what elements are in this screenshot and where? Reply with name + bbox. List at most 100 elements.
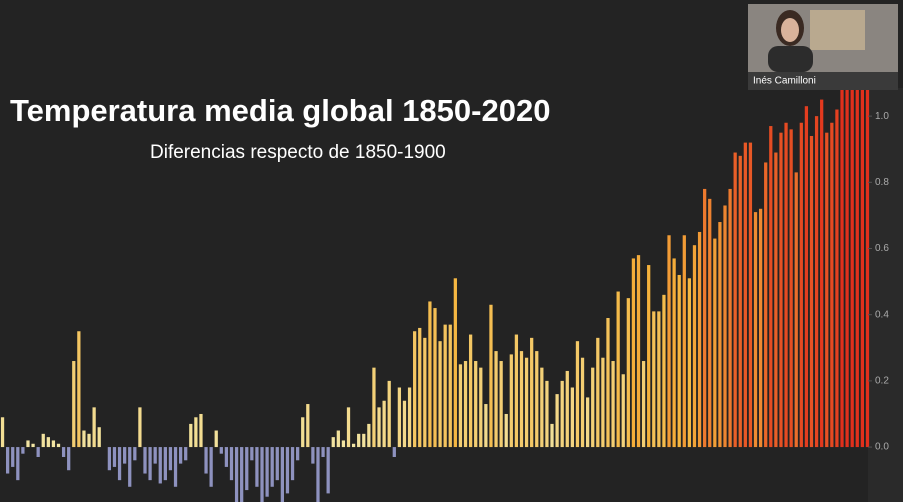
bar xyxy=(107,447,112,471)
bar xyxy=(387,380,391,448)
bar xyxy=(550,423,554,448)
bar xyxy=(621,374,625,448)
bar xyxy=(301,417,305,448)
bar xyxy=(56,443,61,448)
participant-name: Inés Camilloni xyxy=(753,76,816,87)
bar xyxy=(418,327,422,448)
bar xyxy=(214,430,218,448)
axis-strip xyxy=(868,88,903,502)
bar xyxy=(285,447,290,494)
bar xyxy=(509,354,513,448)
bar xyxy=(413,331,417,448)
chart-subtitle: Diferencias respecto de 1850-1900 xyxy=(150,142,446,163)
bar xyxy=(804,106,809,448)
bar xyxy=(667,235,671,448)
bar xyxy=(748,142,753,448)
y-tick-label: 0.4 xyxy=(875,309,889,320)
bar xyxy=(682,235,686,448)
bar xyxy=(229,447,234,481)
bar xyxy=(794,172,798,448)
bar xyxy=(616,291,620,448)
bar xyxy=(708,198,712,448)
bar xyxy=(519,351,524,448)
bar xyxy=(189,423,193,448)
bar xyxy=(382,400,386,448)
bar xyxy=(560,380,564,448)
bar xyxy=(240,447,244,502)
y-tick-label: 1.0 xyxy=(875,111,889,122)
bar xyxy=(168,447,173,471)
bar xyxy=(738,155,742,448)
bar xyxy=(6,447,10,474)
bar xyxy=(718,222,722,448)
bar xyxy=(504,413,508,448)
bar xyxy=(468,334,473,448)
bar xyxy=(840,88,844,448)
bar xyxy=(117,447,122,481)
bar xyxy=(143,447,147,474)
bar xyxy=(835,109,839,448)
bar xyxy=(199,413,203,448)
bar xyxy=(46,437,50,448)
bar xyxy=(448,324,452,448)
bar xyxy=(535,351,539,448)
bar xyxy=(275,447,279,481)
bar xyxy=(484,404,488,448)
bookshelf xyxy=(810,10,865,50)
bar xyxy=(204,447,208,474)
bar xyxy=(636,255,641,448)
bar xyxy=(245,447,249,491)
bar xyxy=(657,311,661,448)
bar xyxy=(443,324,447,448)
bar xyxy=(397,387,402,448)
bar xyxy=(11,447,15,467)
bar xyxy=(489,304,493,448)
bar xyxy=(26,440,30,448)
bar xyxy=(540,367,544,448)
bar xyxy=(51,440,56,448)
bar xyxy=(596,337,600,448)
bar xyxy=(351,443,356,448)
y-tick-label: 0.0 xyxy=(875,442,889,453)
bar xyxy=(173,447,178,487)
bar xyxy=(67,447,71,471)
bar xyxy=(779,132,783,448)
y-tick-label: 0.2 xyxy=(875,376,889,387)
bar xyxy=(250,447,254,461)
bar xyxy=(178,447,183,464)
bar xyxy=(586,397,590,448)
bar xyxy=(570,387,574,448)
bar xyxy=(316,447,320,502)
bar xyxy=(601,357,605,448)
bar xyxy=(423,337,427,448)
bar xyxy=(438,341,442,448)
bar xyxy=(0,417,5,448)
bar xyxy=(453,278,457,448)
bar xyxy=(234,447,239,502)
bar xyxy=(265,447,269,497)
y-tick-label: 0.8 xyxy=(875,177,889,188)
bar xyxy=(321,447,325,457)
plot-area xyxy=(0,88,870,502)
bar xyxy=(184,447,188,461)
bar xyxy=(580,357,585,448)
bar xyxy=(820,99,824,448)
bar xyxy=(341,440,346,448)
bar xyxy=(428,301,432,448)
chart-title: Temperatura media global 1850-2020 xyxy=(10,93,550,128)
bar xyxy=(743,142,747,448)
bar xyxy=(97,427,101,448)
bar xyxy=(16,447,20,481)
bar xyxy=(372,367,376,448)
bar xyxy=(575,341,580,448)
bar xyxy=(703,188,707,448)
bar xyxy=(474,361,478,448)
bar xyxy=(565,370,569,448)
bar xyxy=(479,367,483,448)
bar xyxy=(845,88,849,448)
bar xyxy=(809,135,814,448)
bar xyxy=(860,88,864,448)
bar xyxy=(112,447,117,467)
bar xyxy=(280,447,284,502)
